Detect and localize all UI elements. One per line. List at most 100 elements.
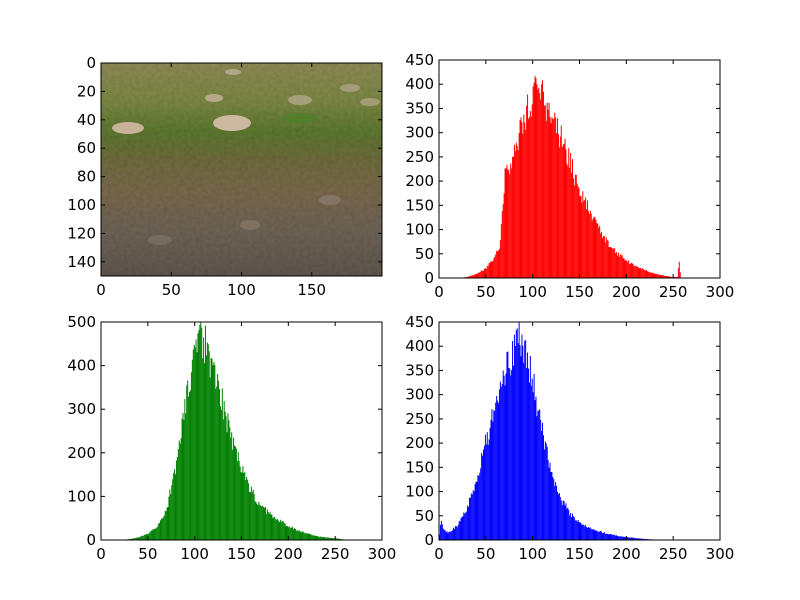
- histogram-bar: [547, 460, 549, 540]
- histogram-bar: [439, 524, 441, 540]
- histogram-bar: [153, 529, 155, 540]
- histogram-bar: [570, 513, 572, 540]
- histogram-bar: [527, 352, 529, 540]
- x-tick-label: 100: [227, 281, 256, 299]
- histogram-bar: [542, 422, 544, 540]
- histogram-bar: [579, 522, 581, 540]
- histogram-bar: [468, 276, 470, 278]
- histogram-bar: [554, 112, 556, 278]
- histogram-bar: [586, 527, 588, 540]
- histogram-bar: [593, 529, 595, 540]
- histogram-bar: [271, 514, 273, 540]
- y-tick-label: 60: [77, 139, 96, 157]
- histogram-bar: [623, 258, 625, 278]
- histogram-bar: [611, 247, 613, 278]
- histogram-bar: [264, 506, 266, 540]
- histogram-bar: [628, 260, 630, 278]
- histogram-bar: [318, 536, 320, 540]
- histogram-bar: [323, 537, 325, 540]
- histogram-bar: [218, 380, 220, 540]
- histogram-bar: [587, 527, 589, 540]
- histogram-bar: [604, 533, 606, 540]
- histogram-bar: [498, 389, 500, 540]
- histogram-bar: [502, 204, 504, 278]
- histogram-bar: [130, 538, 132, 540]
- histogram-bar: [505, 373, 507, 540]
- histogram-bar: [238, 460, 240, 540]
- histogram-bar: [338, 538, 340, 540]
- histogram-bar: [586, 527, 588, 540]
- blue-histogram-panel: 0 50 100 150 200 250 300 0 50 100 150 200 250 300 350 4…: [405, 313, 734, 563]
- histogram-bar: [581, 524, 583, 540]
- histogram-bar: [248, 483, 250, 540]
- histogram-bar: [481, 270, 483, 278]
- histogram-bar: [187, 380, 189, 540]
- histogram-bar: [525, 340, 527, 540]
- histogram-bar: [221, 388, 223, 540]
- histogram-bar: [206, 342, 208, 540]
- histogram-bar: [531, 378, 533, 540]
- histogram-bar: [588, 213, 590, 278]
- histogram-bar: [527, 368, 529, 540]
- histogram-bar: [204, 363, 206, 540]
- histogram-bar: [622, 536, 624, 540]
- histogram-bar: [278, 522, 280, 540]
- histogram-bar: [229, 427, 231, 540]
- histogram-bar: [504, 385, 506, 540]
- histogram-bar: [255, 501, 257, 540]
- histogram-bar: [175, 474, 176, 540]
- histogram-bar: [584, 200, 586, 278]
- histogram-bar: [467, 505, 469, 540]
- histogram-bar: [483, 268, 485, 278]
- histogram-bar: [631, 263, 633, 278]
- histogram-bar: [474, 274, 476, 278]
- histogram-bar: [644, 270, 646, 278]
- histogram-bar: [527, 118, 529, 279]
- histogram-bar: [533, 82, 535, 278]
- histogram-bar: [558, 147, 560, 278]
- histogram-bar: [602, 235, 604, 278]
- y-tick-label: 100: [405, 483, 434, 501]
- histogram-bar: [563, 143, 565, 278]
- histogram-bar: [319, 536, 321, 540]
- histogram-bar: [520, 117, 522, 278]
- histogram-bar: [161, 518, 163, 540]
- histogram-bar: [529, 355, 531, 540]
- histogram-bar: [320, 536, 322, 540]
- histogram-bar: [603, 532, 605, 540]
- histogram-bar: [491, 409, 493, 540]
- histogram-bar: [325, 537, 327, 540]
- histogram-bar: [639, 268, 641, 278]
- histogram-bar: [254, 501, 256, 540]
- histogram-bar: [545, 120, 547, 278]
- histogram-bar: [471, 275, 473, 278]
- histogram-bar: [472, 275, 474, 278]
- histogram-bar: [500, 224, 502, 278]
- histogram-bar: [657, 274, 659, 278]
- histogram-bar: [285, 526, 287, 540]
- histogram-bar: [163, 515, 165, 540]
- histogram-bar: [237, 452, 239, 540]
- histogram-bar: [305, 532, 307, 540]
- histogram-bar: [664, 275, 666, 278]
- histogram-bar: [535, 78, 537, 278]
- histogram-bar: [225, 416, 227, 540]
- histogram-bar: [627, 262, 629, 278]
- histogram-bar: [316, 536, 318, 540]
- histogram-bar: [603, 236, 605, 278]
- x-tick-label: 100: [180, 545, 209, 563]
- histogram-bar: [637, 266, 639, 278]
- histogram-bar: [141, 535, 143, 540]
- histogram-bar: [304, 533, 306, 540]
- histogram-bar: [506, 352, 508, 540]
- histogram-bar: [541, 84, 543, 278]
- y-tick-label: 250: [405, 410, 434, 428]
- histogram-bar: [535, 396, 537, 540]
- histogram-bar: [508, 367, 510, 540]
- histogram-bar: [553, 479, 555, 540]
- histogram-bar: [630, 263, 632, 278]
- histogram-bar: [330, 538, 332, 540]
- histogram-bar: [576, 183, 578, 278]
- histogram-bar: [171, 485, 173, 540]
- histogram-bar: [647, 271, 649, 278]
